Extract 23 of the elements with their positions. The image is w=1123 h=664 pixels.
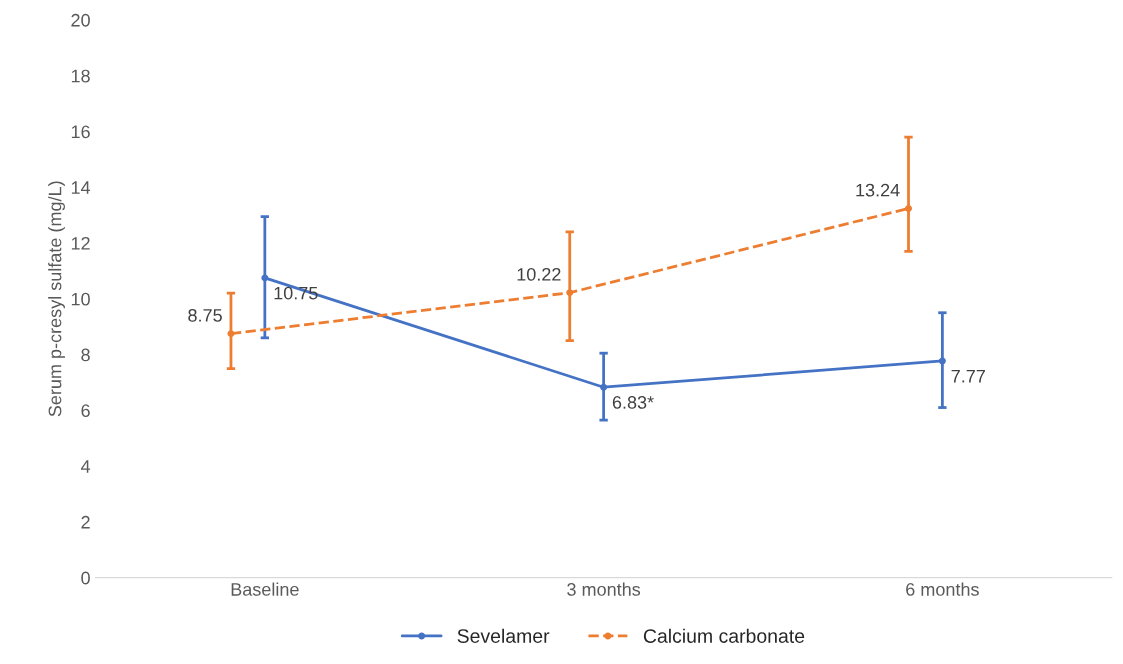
x-tick-label: 6 months [906,582,979,596]
y-tick-label: 6 [81,404,90,418]
y-tick-label: 14 [71,181,91,194]
y-tick-label: 8 [81,348,90,362]
y-tick-label: 20 [71,13,90,27]
x-tick-label: Baseline [231,582,299,596]
y-tick-label: 0 [81,571,90,585]
data-label: 10.22 [517,267,561,281]
x-tick-label: 3 months [567,582,641,596]
y-tick-label: 4 [80,460,91,473]
data-label: 7.77 [951,369,985,383]
y-tick-label: 10 [71,292,90,306]
y-axis-title: Serum p-cresyl sulfate (mg/L) [48,181,65,417]
y-tick-label: 18 [71,69,90,83]
data-label: 6.83* [612,396,654,409]
y-tick-label: 2 [81,515,90,529]
data-label: 10.75 [274,286,318,300]
y-tick-label: 12 [71,236,90,250]
data-label: 8.75 [188,308,222,322]
legend-label: Sevelamer [457,628,550,643]
legend-label: Calcium carbonate [643,628,805,643]
data-label: 13.24 [856,183,900,197]
y-tick-label: 16 [71,125,90,139]
